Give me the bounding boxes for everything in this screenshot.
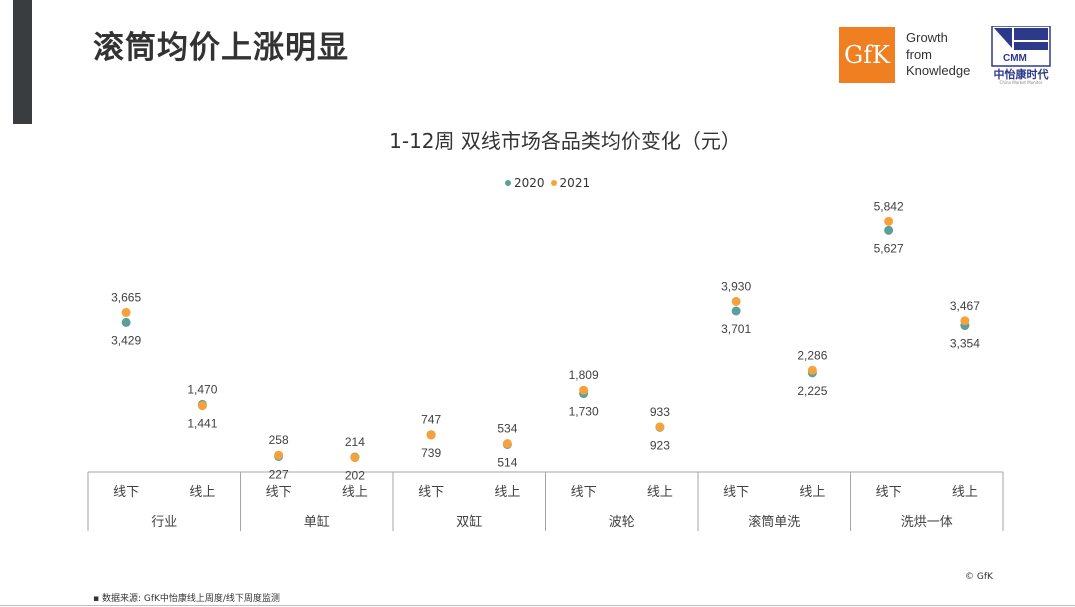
- data-label-2021: 1,441: [187, 417, 217, 431]
- cmm-subtitle: China Market Monitor: [999, 80, 1043, 85]
- tick-label-channel: 线下: [113, 484, 139, 499]
- data-label-2020: 3,701: [721, 322, 751, 336]
- point-2021: [121, 308, 131, 318]
- legend-dot-2021: [550, 180, 557, 186]
- tick-label-channel: 线上: [952, 484, 978, 499]
- point-2021: [655, 422, 665, 432]
- tick-label-channel: 线上: [799, 484, 825, 499]
- tick-label-channel: 线下: [266, 484, 292, 499]
- tick-label-group: 双缸: [456, 514, 482, 529]
- point-2021: [350, 453, 360, 463]
- data-label-2021: 739: [421, 446, 441, 460]
- tick-label-group: 行业: [151, 514, 177, 529]
- data-label-2021: 3,467: [950, 299, 980, 313]
- point-2021: [426, 430, 436, 440]
- tick-label-channel: 线下: [876, 484, 902, 499]
- bottom-divider: [0, 605, 1075, 606]
- tick-label-group: 波轮: [609, 514, 635, 529]
- point-2020: [884, 225, 894, 235]
- tagline-line-1: Growth: [906, 30, 948, 45]
- tick-label-channel: 线上: [189, 484, 215, 499]
- data-label-2020: 5,627: [874, 241, 904, 255]
- data-label-2021: 534: [497, 422, 517, 436]
- tick-label-channel: 线下: [571, 484, 597, 499]
- data-source-note: ▪ 数据来源: GfK中怡康线上周度/线下周度监测: [93, 594, 280, 604]
- data-label-2021: 202: [345, 469, 365, 483]
- legend-label-2021: 2021: [559, 176, 591, 190]
- point-2021: [731, 296, 741, 306]
- chart-title: 1-12周 双线市场各品类均价变化（元）: [389, 129, 741, 153]
- cmm-name: 中怡康时代: [993, 68, 1049, 81]
- data-label-2020: 2,225: [797, 384, 827, 398]
- tick-label-channel: 线下: [723, 484, 749, 499]
- point-2021: [197, 401, 207, 411]
- side-accent-bar: [13, 0, 32, 124]
- data-label-2020: 923: [650, 438, 670, 452]
- point-2021: [274, 450, 284, 460]
- point-2021: [960, 316, 970, 326]
- cmm-logo-icon: CMM: [991, 26, 1051, 67]
- data-label-2021: 5,842: [874, 199, 904, 213]
- data-label-2021: 1,809: [569, 368, 599, 382]
- gfk-tagline: Growth from Knowledge: [906, 30, 970, 80]
- tick-label-channel: 线上: [647, 484, 673, 499]
- tick-label-group: 单缸: [304, 514, 330, 529]
- tick-label-group: 滚筒单洗: [748, 514, 800, 529]
- point-2021: [884, 216, 894, 226]
- data-label-2020: 514: [497, 455, 517, 469]
- data-label-2020: 227: [269, 467, 289, 481]
- gfk-logo: GfK: [839, 27, 895, 83]
- chart-legend: 2020 2021: [505, 176, 590, 190]
- gfk-logo-text: GfK: [844, 41, 890, 69]
- copyright: © GfK: [965, 572, 993, 582]
- data-label-2020: 3,354: [950, 337, 980, 351]
- legend-label-2020: 2020: [514, 176, 545, 190]
- page-title: 滚筒均价上涨明显: [93, 30, 349, 66]
- tick-label-group: 洗烘一体: [901, 514, 953, 529]
- point-2021: [579, 385, 589, 395]
- tick-label-channel: 线上: [494, 484, 520, 499]
- data-label-2020: 3,429: [111, 333, 141, 347]
- data-label-2021: 2,286: [797, 348, 827, 362]
- point-2021: [502, 439, 512, 449]
- data-label-2020: 1,730: [569, 405, 599, 419]
- data-label-2021: 3,665: [111, 291, 141, 305]
- point-2020: [121, 317, 131, 327]
- tagline-line-3: Knowledge: [906, 63, 971, 78]
- legend-dot-2020: [505, 180, 511, 186]
- data-label-2021: 3,930: [721, 279, 751, 293]
- data-label-2020: 747: [421, 413, 441, 427]
- data-label-2020: 1,470: [187, 382, 217, 396]
- legend-item-2020: 2020: [505, 176, 545, 190]
- data-label-2021: 933: [650, 405, 670, 419]
- legend-item-2021: 2021: [550, 176, 591, 190]
- point-2021: [807, 365, 817, 375]
- data-label-2020: 214: [345, 435, 365, 449]
- data-label-2021: 258: [269, 433, 289, 447]
- tick-label-channel: 线下: [418, 484, 444, 499]
- cmm-logo-text: CMM: [1003, 53, 1027, 64]
- tick-label-channel: 线上: [342, 484, 368, 499]
- point-2020: [731, 306, 741, 316]
- tagline-line-2: from: [906, 46, 932, 62]
